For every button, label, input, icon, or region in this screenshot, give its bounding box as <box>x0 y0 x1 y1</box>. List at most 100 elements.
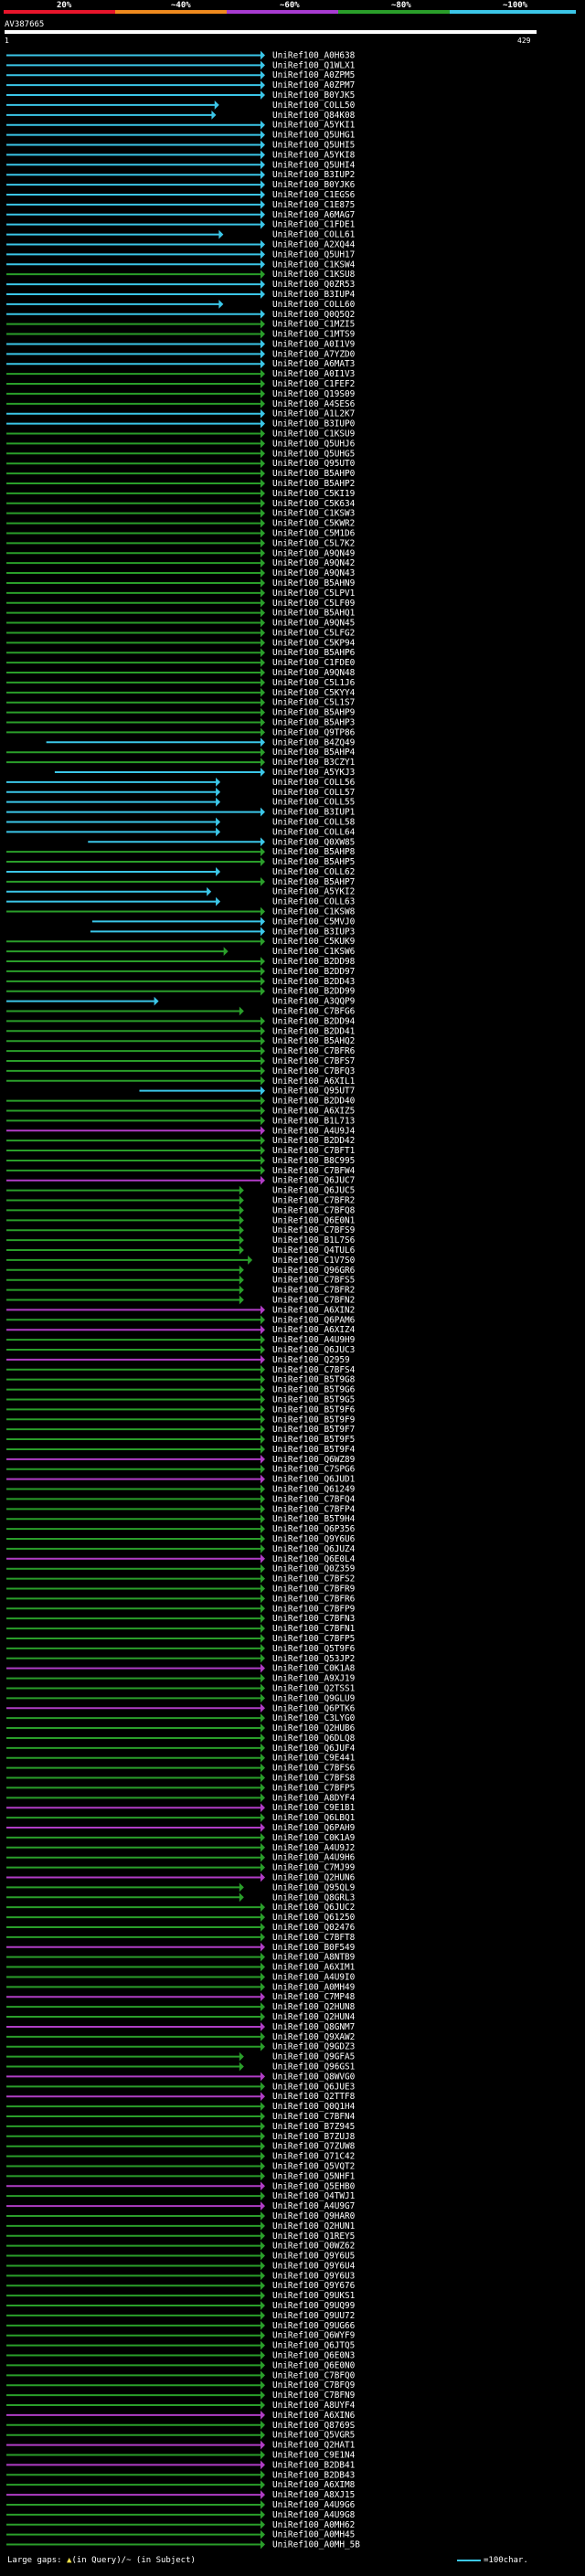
hit-label[interactable]: UniRef100_COLL58 <box>272 817 356 827</box>
hit-row[interactable]: UniRef100_Q5UH17 <box>6 249 355 260</box>
hit-label[interactable]: UniRef100_COLL55 <box>272 798 355 808</box>
hit-row[interactable]: UniRef100_Q96GS1 <box>6 2062 356 2072</box>
hit-row[interactable]: UniRef100_B8C995 <box>6 1156 355 1166</box>
hit-row[interactable]: UniRef100_A8XJ15 <box>6 2490 355 2500</box>
hit-row[interactable]: UniRef100_C7BFS4 <box>6 1365 356 1375</box>
hit-row[interactable]: UniRef100_Q5T9F6 <box>6 1644 356 1654</box>
hit-label[interactable]: UniRef100_COLL62 <box>272 867 355 877</box>
hit-row[interactable]: UniRef100_Q0Z359 <box>6 1564 356 1574</box>
hit-row[interactable]: UniRef100_C5KI19 <box>6 489 356 499</box>
hit-row[interactable]: UniRef100_Q9HAR0 <box>6 2211 356 2221</box>
hit-row[interactable]: UniRef100_B5AHP3 <box>6 718 355 728</box>
hit-label[interactable]: UniRef100_B0F549 <box>272 1943 356 1953</box>
hit-row[interactable]: UniRef100_Q6E0N3 <box>6 2351 355 2361</box>
hit-label[interactable]: UniRef100_B2DD98 <box>272 957 356 967</box>
hit-label[interactable]: UniRef100_C5KWR2 <box>272 519 355 529</box>
hit-label[interactable]: UniRef100_Q8GNM7 <box>272 2022 355 2032</box>
hit-row[interactable]: UniRef100_C7MJ99 <box>6 1863 356 1873</box>
hit-row[interactable]: UniRef100_A5YKJ3 <box>54 768 355 778</box>
hit-label[interactable]: UniRef100_A4U9J2 <box>272 1843 355 1853</box>
hit-label[interactable]: UniRef100_B5T9H4 <box>272 1514 356 1524</box>
hit-row[interactable]: UniRef100_C7BFT1 <box>6 1146 356 1156</box>
hit-label[interactable]: UniRef100_C7BFP5 <box>272 1634 355 1644</box>
hit-label[interactable]: UniRef100_Q96GS1 <box>272 2062 356 2072</box>
hit-row[interactable]: UniRef100_C3LYG0 <box>6 1713 356 1723</box>
hit-label[interactable]: UniRef100_B5AHN9 <box>272 578 356 588</box>
hit-row[interactable]: UniRef100_COLL57 <box>6 788 355 798</box>
hit-row[interactable]: UniRef100_A4U9G8 <box>6 2510 356 2520</box>
hit-row[interactable]: UniRef100_Q61250 <box>6 1913 356 1923</box>
hit-label[interactable]: UniRef100_Q0Z359 <box>272 1564 356 1574</box>
hit-row[interactable]: UniRef100_Q6PAM6 <box>6 1315 356 1325</box>
hit-row[interactable]: UniRef100_A8UYF4 <box>6 2401 356 2411</box>
hit-label[interactable]: UniRef100_Q2TSS1 <box>272 1683 356 1693</box>
hit-row[interactable]: UniRef100_Q2HUN4 <box>6 2012 356 2022</box>
hit-label[interactable]: UniRef100_COLL64 <box>272 827 356 837</box>
hit-label[interactable]: UniRef100_Q1REY5 <box>272 2231 355 2242</box>
hit-row[interactable]: UniRef100_A4U9J4 <box>6 1126 356 1136</box>
hit-label[interactable]: UniRef100_COLL56 <box>272 778 356 788</box>
hit-row[interactable]: UniRef100_B5T9F6 <box>6 1405 356 1415</box>
hit-label[interactable]: UniRef100_Q53JP2 <box>272 1654 355 1664</box>
hit-label[interactable]: UniRef100_Q8GRL3 <box>272 1892 355 1903</box>
hit-row[interactable]: UniRef100_A5YKI8 <box>6 150 356 160</box>
hit-label[interactable]: UniRef100_Q6JUC5 <box>272 1186 355 1196</box>
hit-label[interactable]: UniRef100_Q6LBQ1 <box>272 1813 356 1823</box>
hit-label[interactable]: UniRef100_C7BFP9 <box>272 1604 356 1614</box>
hit-label[interactable]: UniRef100_Q6WYF9 <box>272 2331 356 2341</box>
hit-row[interactable]: UniRef100_Q6JTQ5 <box>6 2341 355 2351</box>
hit-row[interactable]: UniRef100_B5AHP9 <box>6 708 356 718</box>
hit-row[interactable]: UniRef100_C7BFS9 <box>6 1225 356 1235</box>
hit-row[interactable]: UniRef100_COLL58 <box>6 817 356 827</box>
hit-row[interactable]: UniRef100_C1MZI5 <box>6 320 355 330</box>
hit-row[interactable]: UniRef100_C7BFP9 <box>6 1604 356 1614</box>
hit-row[interactable]: UniRef100_B3CZY1 <box>6 758 356 768</box>
hit-row[interactable]: UniRef100_B5AHQ1 <box>6 609 356 619</box>
hit-row[interactable]: UniRef100_B5T9H4 <box>6 1514 356 1524</box>
hit-row[interactable]: UniRef100_C1KSU9 <box>6 429 356 440</box>
hit-row[interactable]: UniRef100_Q6WYF9 <box>6 2331 356 2341</box>
hit-row[interactable]: UniRef100_Q9UG66 <box>6 2321 356 2331</box>
hit-row[interactable]: UniRef100_COLL62 <box>6 867 355 877</box>
hit-label[interactable]: UniRef100_B5T9F7 <box>272 1425 355 1435</box>
hit-label[interactable]: UniRef100_Q6E0L4 <box>272 1554 356 1564</box>
hit-row[interactable]: UniRef100_Q9Y6U5 <box>6 2252 355 2262</box>
hit-row[interactable]: UniRef100_Q9Y6U3 <box>6 2271 355 2281</box>
hit-label[interactable]: UniRef100_Q6JUC2 <box>272 1903 355 1913</box>
hit-row[interactable]: UniRef100_B5AHN9 <box>6 578 356 588</box>
hit-row[interactable]: UniRef100_Q6JUC5 <box>6 1186 355 1196</box>
hit-row[interactable]: UniRef100_A9QN48 <box>6 668 356 678</box>
hit-label[interactable]: UniRef100_A3QQP9 <box>272 997 356 1007</box>
hit-label[interactable]: UniRef100_Q2HUN4 <box>272 2012 356 2022</box>
hit-row[interactable]: UniRef100_A4U9H6 <box>6 1853 356 1863</box>
hit-row[interactable]: UniRef100_Q0WZ62 <box>6 2242 355 2252</box>
hit-row[interactable]: UniRef100_A0MH62 <box>6 2520 355 2530</box>
hit-row[interactable]: UniRef100_C7BFW4 <box>6 1166 356 1176</box>
hit-row[interactable]: UniRef100_B5T9G5 <box>6 1394 355 1405</box>
hit-row[interactable]: UniRef100_A4U9G7 <box>6 2201 355 2211</box>
hit-label[interactable]: UniRef100_Q0WZ62 <box>272 2242 355 2252</box>
hit-label[interactable]: UniRef100_A8XJ15 <box>272 2490 355 2500</box>
hit-row[interactable]: UniRef100_B2DD40 <box>6 1097 356 1107</box>
hit-row[interactable]: UniRef100_Q6PAH9 <box>6 1823 356 1833</box>
hit-label[interactable]: UniRef100_B5T9F4 <box>272 1445 356 1455</box>
hit-label[interactable]: UniRef100_A0I1V3 <box>272 369 355 379</box>
hit-row[interactable]: UniRef100_C1KSW8 <box>6 907 356 917</box>
hit-row[interactable]: UniRef100_Q6JUC2 <box>6 1903 355 1913</box>
hit-label[interactable]: UniRef100_A6MAG7 <box>272 210 355 220</box>
hit-row[interactable]: UniRef100_C0K1A8 <box>6 1664 356 1674</box>
hit-row[interactable]: UniRef100_Q9Y676 <box>6 2281 356 2291</box>
hit-label[interactable]: UniRef100_Q9GLU9 <box>272 1693 356 1703</box>
hit-row[interactable]: UniRef100_B3IUP3 <box>90 927 355 937</box>
hit-row[interactable]: UniRef100_C0K1A9 <box>6 1833 356 1843</box>
hit-label[interactable]: UniRef100_A4U9G8 <box>272 2510 356 2520</box>
hit-row[interactable]: UniRef100_Q7ZUW8 <box>6 2142 356 2152</box>
hit-label[interactable]: UniRef100_B5AHP9 <box>272 708 356 718</box>
hit-row[interactable]: UniRef100_C7BFN9 <box>6 2390 356 2401</box>
hit-label[interactable]: UniRef100_A4U9G7 <box>272 2201 355 2211</box>
hit-label[interactable]: UniRef100_Q9HAR0 <box>272 2211 356 2221</box>
hit-label[interactable]: UniRef100_C7BFT8 <box>272 1933 356 1943</box>
hit-row[interactable]: UniRef100_B1L713 <box>6 1116 355 1126</box>
hit-label[interactable]: UniRef100_B5AHQ2 <box>272 1036 355 1046</box>
hit-row[interactable]: UniRef100_B5T9G6 <box>6 1385 356 1395</box>
